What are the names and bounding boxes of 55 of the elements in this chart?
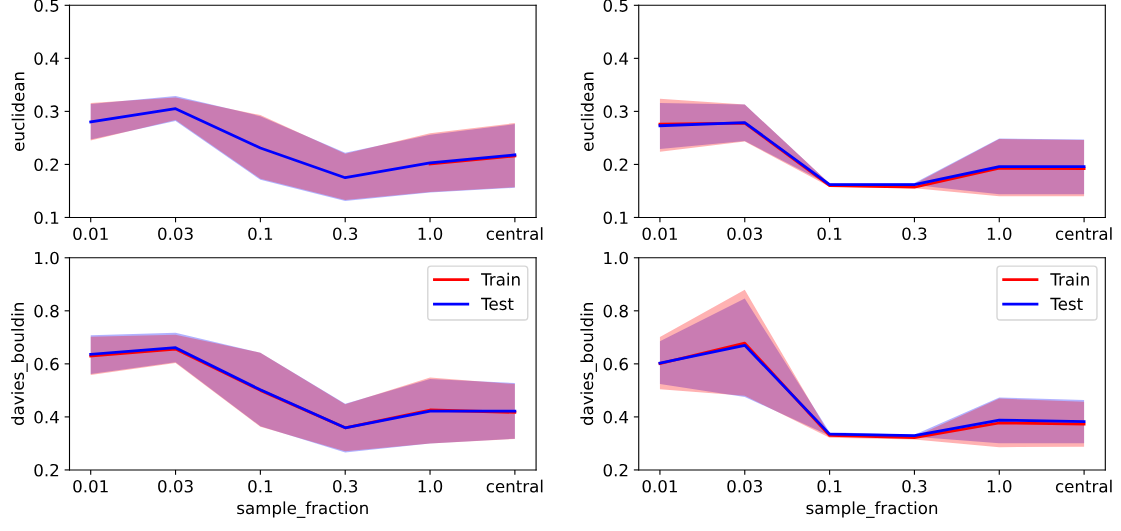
x-tick-label: 1.0 [418,227,443,241]
x-tick-label: central [486,227,543,241]
x-tick-label: 0.1 [248,227,273,241]
y-tick-label: 1.0 [604,251,628,265]
legend-label: Train [1050,272,1089,286]
y-axis-title: euclidean [11,72,25,151]
y-tick-label: 0.3 [603,105,628,118]
x-tick-label: 0.3 [902,227,927,241]
x-tick-label: 0.01 [642,479,677,493]
y-axis-title: davies_bouldin [580,303,597,426]
y-tick-label: 0.2 [34,463,59,477]
x-tick-label: 1.0 [418,479,443,493]
y-tick-label: 0.8 [603,304,628,318]
x-tick-label: 0.1 [248,479,273,493]
y-axis-title: davies_bouldin [11,303,28,426]
y-tick-label: 0.6 [34,357,59,371]
x-tick-label: 1.0 [987,227,1012,241]
x-tick-label: 1.0 [987,479,1012,493]
y-tick-label: 0.4 [603,410,629,424]
y-tick-label: 0.2 [603,463,628,477]
x-tick-label: 0.3 [333,479,358,493]
x-axis-title: sample_fraction [237,501,368,518]
y-tick-label: 0.8 [34,304,59,318]
y-tick-label: 0.5 [603,0,628,12]
y-tick-label: 0.6 [603,357,628,371]
y-tick-label: 0.4 [34,410,59,424]
y-tick-label: 0.2 [603,158,628,171]
y-tick-label: 1.0 [35,251,59,265]
y-tick-label: 0.5 [34,0,59,12]
y-tick-label: 0.2 [34,158,59,171]
x-tick-label: 0.3 [333,227,358,241]
x-tick-label: 0.03 [727,227,762,241]
x-tick-label: central [486,479,543,493]
x-tick-label: 0.03 [158,227,193,241]
x-tick-label: 0.01 [73,479,108,493]
x-tick-label: 0.3 [902,479,927,493]
legend-label: Test [1050,297,1083,311]
x-tick-label: 0.01 [642,227,677,241]
x-tick-label: central [1055,479,1112,493]
y-tick-label: 0.1 [34,211,59,225]
x-tick-label: 0.1 [817,227,842,241]
x-tick-label: 0.01 [73,227,108,241]
y-tick-label: 0.4 [603,52,629,65]
y-tick-label: 0.3 [34,105,59,118]
x-tick-label: 0.1 [817,479,842,493]
y-tick-label: 0.4 [34,52,59,65]
legend-label: Test [481,297,514,311]
x-tick-label: 0.03 [727,479,762,493]
y-tick-label: 0.1 [603,211,628,225]
legend-label: Train [481,272,520,286]
line-series [89,107,517,180]
x-axis-title: sample_fraction [806,501,938,518]
y-axis-title: euclidean [580,72,594,151]
x-tick-label: central [1055,227,1112,241]
x-tick-label: 0.03 [158,479,193,493]
